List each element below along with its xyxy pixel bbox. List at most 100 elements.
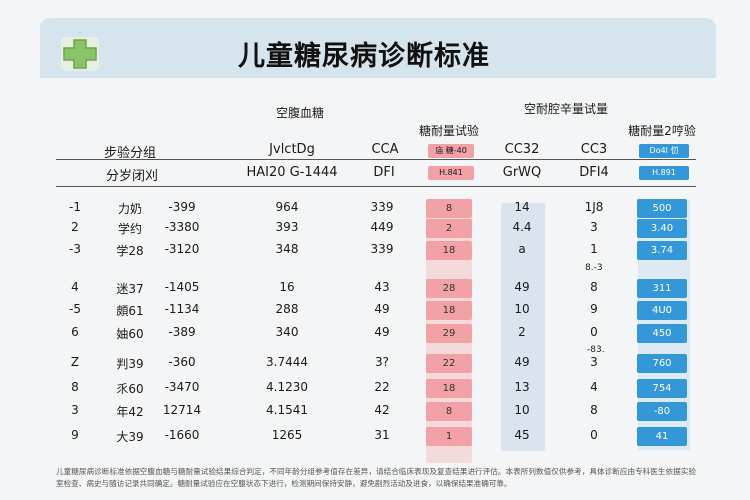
table-cell-c7: 14 [514,200,530,214]
table-cell-c4: 393 [275,220,299,234]
note-b: -83. [587,345,605,355]
header-tolerance-2h: 糖耐量2哼验 [628,124,696,138]
table-cell-code: -1405 [164,280,200,294]
header-c7-sub1: CC32 [504,142,540,157]
header-c7-sub2: GrWQ [502,165,542,180]
blue-value-cell: 4U0 [637,301,687,320]
table-cell-num: 8 [71,380,79,394]
table-cell-name: 妯60 [116,327,144,341]
table-cell-c5: 3? [374,355,390,369]
header-tolerance-right: 空耐腔辛量试量 [523,102,609,116]
table-cell-c5: 339 [370,242,394,256]
table-cell-c8: 9 [590,302,598,316]
header-divider [56,159,696,160]
table-cell-c8: 3 [590,355,598,369]
table-cell-num: -1 [69,200,81,214]
table-cell-code: -3120 [164,242,200,256]
table-cell-c5: 22 [374,380,390,394]
table-cell-code: -3380 [164,220,200,234]
table-cell-name: 年42 [116,405,144,419]
pink-value-cell: 1 [426,427,472,446]
table-cell-c4: 4.1541 [266,403,308,417]
blue-value-cell: 41 [637,427,687,446]
table-cell-c8: 0 [590,325,598,339]
table-cell-name: 乑60 [116,382,144,396]
table-cell-c7: 45 [514,428,530,442]
table-cell-name: 学28 [116,244,144,258]
table-cell-c4: 3.7444 [266,355,308,369]
table-cell-c4: 288 [275,302,299,316]
table-cell-c4: 4.1230 [266,380,308,394]
table-cell-c7: 2 [518,325,526,339]
table-cell-c5: 49 [374,325,390,339]
table-cell-c5: 49 [374,302,390,316]
pink-value-cell: 18 [426,301,472,320]
pink-value-cell: 2 [426,219,472,238]
table-cell-num: 3 [71,403,79,417]
table-cell-c5: 42 [374,403,390,417]
pink-value-cell: 8 [426,402,472,421]
table-cell-c4: 964 [275,200,299,214]
table-cell-code: 12714 [162,403,202,417]
pink-header-tag: 庙 糖-40 [428,144,474,158]
header-fasting: 空腹血糖 [275,106,325,120]
table-cell-c4: 340 [275,325,299,339]
table-cell-num: -5 [69,302,81,316]
note-a: 8.-3 [585,263,603,273]
page-title: 儿童糖尿病诊断标准 [238,41,490,72]
table-cell-num: Z [70,355,80,369]
blue-value-cell: 450 [637,324,687,343]
table-cell-c8: 3 [590,220,598,234]
table-cell-name: 大39 [116,430,144,444]
table-cell-name: 頗61 [116,304,144,318]
pink-value-cell: 18 [426,379,472,398]
table-cell-code: -389 [168,325,196,339]
table-cell-c7: 10 [514,302,530,316]
header-c5-sub2: DFI [373,165,395,180]
table-cell-name: 学约 [117,222,143,236]
blue-value-cell: 754 [637,379,687,398]
table-cell-c5: 43 [374,280,390,294]
table-cell-c8: 8 [590,403,598,417]
table-cell-c4: 16 [279,280,295,294]
table-cell-c5: 339 [370,200,394,214]
pink-sub-tag: H.841 [428,166,474,180]
title-banner [40,18,716,78]
blue-header-tag: Do4l 忉 [639,144,689,158]
blue-value-cell: -80 [637,402,687,421]
table-cell-c5: 31 [374,428,390,442]
table-cell-code: -3470 [164,380,200,394]
table-cell-num: -3 [69,242,81,256]
pink-value-cell: 28 [426,279,472,298]
table-cell-c7: 4.4 [512,220,532,234]
table-cell-c8: 0 [590,428,598,442]
table-cell-c8: 8 [590,280,598,294]
table-cell-c7: 13 [514,380,530,394]
blue-sub-tag: H.891 [639,166,689,180]
table-cell-code: -360 [168,355,196,369]
table-cell-c7: a [518,242,526,256]
table-cell-num: 6 [71,325,79,339]
footer-note: 儿童糖尿病诊断标准依据空腹血糖与糖耐量试验结果综合判定，不同年龄分组参考值存在差… [56,467,696,488]
table-cell-c7: 49 [514,355,530,369]
table-cell-name: 迷37 [116,282,144,296]
pink-value-cell: 29 [426,324,472,343]
header-fasting-sub2: HAI20 G-1444 [246,165,338,180]
table-cell-code: -1660 [164,428,200,442]
table-cell-code: -399 [168,200,196,214]
header-c8-sub1: CC3 [580,142,608,157]
table-cell-c7: 49 [514,280,530,294]
blue-value-cell: 760 [637,354,687,373]
blue-value-cell: 500 [637,199,687,218]
table-cell-num: 9 [71,428,79,442]
pink-value-cell: 22 [426,354,472,373]
table-cell-code: -1134 [164,302,200,316]
header-sub-group: 分岁闭刈 [106,169,159,184]
header-step-group: 步验分组 [104,146,157,161]
header-c8-sub2: DFI4 [579,165,609,180]
table-top-divider [56,186,696,187]
table-cell-c5: 449 [370,220,394,234]
lightblue-column-band [501,203,545,451]
table-cell-c8: 1J8 [584,200,604,214]
table-cell-c7: 10 [514,403,530,417]
